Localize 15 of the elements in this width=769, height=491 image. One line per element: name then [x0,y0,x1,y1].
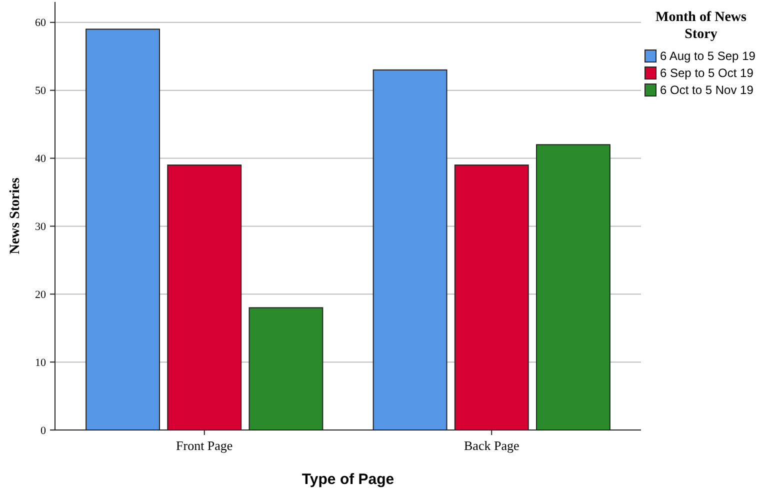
legend-label: 6 Aug to 5 Sep 19 [660,49,756,63]
legend-label: 6 Sep to 5 Oct 19 [660,66,754,80]
legend-title: Month of News Story [656,10,748,42]
x-tick-label: Back Page [464,438,520,453]
y-axis-title: News Stories [8,177,23,254]
x-tick-label: Front Page [176,438,233,453]
y-tick-label: 30 [35,221,46,234]
y-tick-label: 10 [35,356,46,369]
y-tick-label: 20 [35,288,46,301]
y-tick-label: 50 [35,85,46,98]
y-tick-label: 40 [35,153,46,166]
x-axis-title: Type of Page [302,471,394,488]
y-tick-label: 60 [35,17,46,30]
y-tick-label: 0 [40,424,46,437]
legend-label: 6 Oct to 5 Nov 19 [660,83,754,97]
